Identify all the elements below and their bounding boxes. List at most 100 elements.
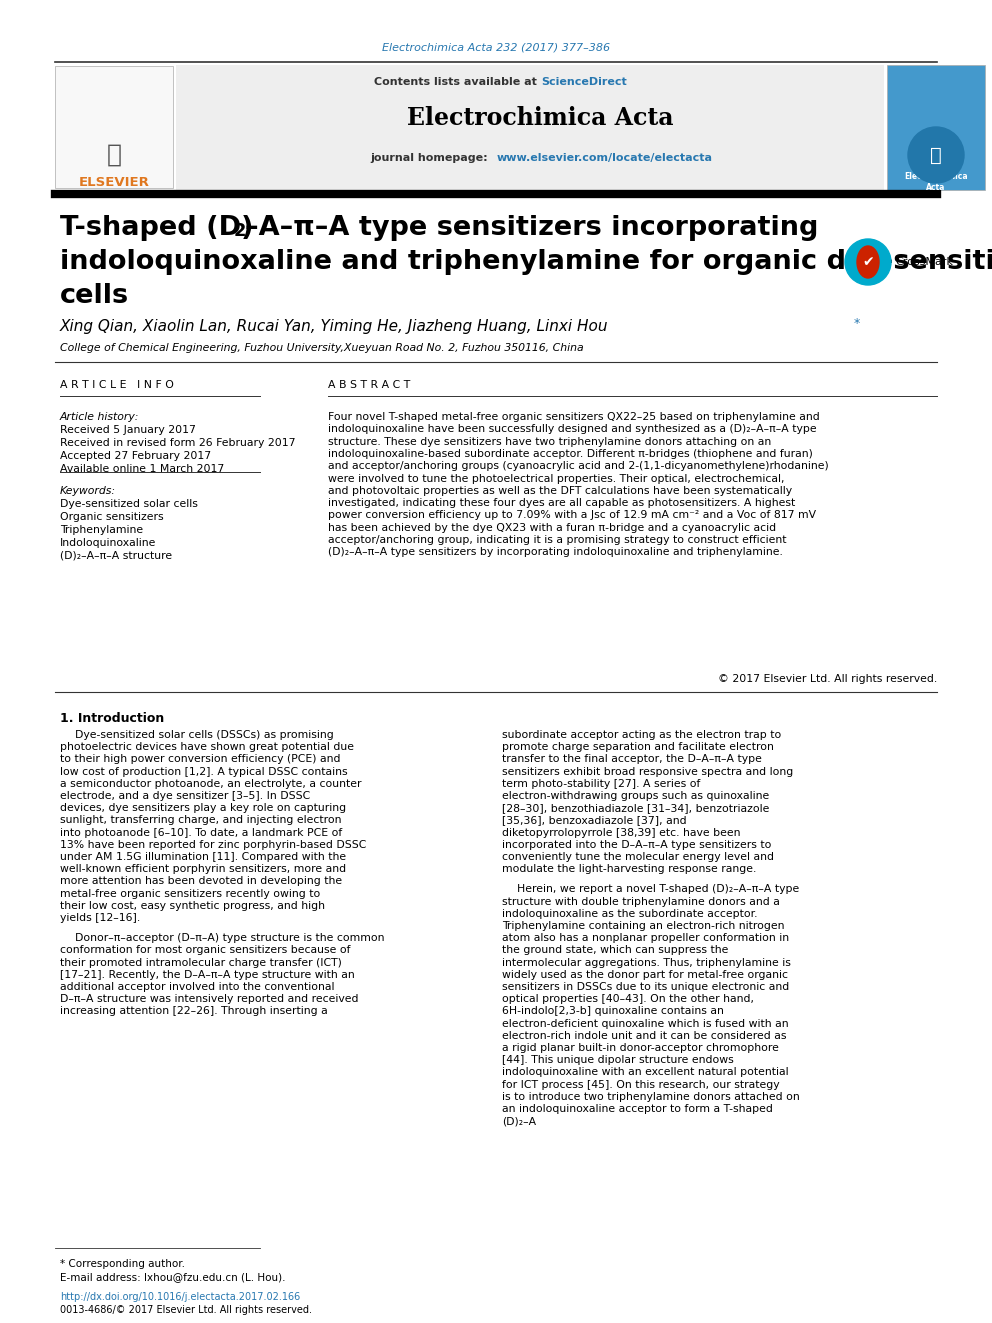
Text: [44]. This unique dipolar structure endows: [44]. This unique dipolar structure endo… (502, 1056, 734, 1065)
Text: [28–30], benzothiadiazole [31–34], benzotriazole: [28–30], benzothiadiazole [31–34], benzo… (502, 803, 770, 814)
Text: under AM 1.5G illumination [11]. Compared with the: under AM 1.5G illumination [11]. Compare… (60, 852, 346, 863)
Text: indoloquinoxaline and triphenylamine for organic dye-sensitized solar: indoloquinoxaline and triphenylamine for… (60, 249, 992, 275)
Text: Electrochimica Acta 232 (2017) 377–386: Electrochimica Acta 232 (2017) 377–386 (382, 44, 610, 53)
Text: Accepted 27 February 2017: Accepted 27 February 2017 (60, 451, 211, 460)
Text: ScienceDirect: ScienceDirect (541, 77, 627, 87)
Text: http://dx.doi.org/10.1016/j.electacta.2017.02.166: http://dx.doi.org/10.1016/j.electacta.20… (60, 1293, 301, 1302)
Text: 6H-indolo[2,3-b] quinoxaline contains an: 6H-indolo[2,3-b] quinoxaline contains an (502, 1007, 724, 1016)
Text: a semiconductor photoanode, an electrolyte, a counter: a semiconductor photoanode, an electroly… (60, 779, 361, 789)
Text: A R T I C L E   I N F O: A R T I C L E I N F O (60, 380, 174, 390)
Text: Xing Qian, Xiaolin Lan, Rucai Yan, Yiming He, Jiazheng Huang, Linxi Hou: Xing Qian, Xiaolin Lan, Rucai Yan, Yimin… (60, 319, 608, 333)
Text: sensitizers exhibit broad responsive spectra and long: sensitizers exhibit broad responsive spe… (502, 766, 794, 777)
Text: yields [12–16].: yields [12–16]. (60, 913, 140, 923)
Bar (176, 65, 884, 191)
Text: optical properties [40–43]. On the other hand,: optical properties [40–43]. On the other… (502, 994, 754, 1004)
Text: www.elsevier.com/locate/electacta: www.elsevier.com/locate/electacta (497, 153, 713, 163)
Text: acceptor/anchoring group, indicating it is a promising strategy to construct eff: acceptor/anchoring group, indicating it … (328, 534, 787, 545)
Text: indoloquinoxaline as the subordinate acceptor.: indoloquinoxaline as the subordinate acc… (502, 909, 758, 918)
Text: * Corresponding author.: * Corresponding author. (60, 1259, 185, 1269)
Text: the ground state, which can suppress the: the ground state, which can suppress the (502, 946, 728, 955)
Text: electron-rich indole unit and it can be considered as: electron-rich indole unit and it can be … (502, 1031, 787, 1041)
Text: 🌳: 🌳 (106, 143, 121, 167)
Text: photoelectric devices have shown great potential due: photoelectric devices have shown great p… (60, 742, 354, 753)
Circle shape (908, 127, 964, 183)
Text: to their high power conversion efficiency (PCE) and: to their high power conversion efficienc… (60, 754, 340, 765)
Text: modulate the light-harvesting response range.: modulate the light-harvesting response r… (502, 864, 756, 875)
Text: widely used as the donor part for metal-free organic: widely used as the donor part for metal-… (502, 970, 788, 980)
Text: Available online 1 March 2017: Available online 1 March 2017 (60, 464, 224, 474)
Text: –A–π–A type sensitizers incorporating: –A–π–A type sensitizers incorporating (245, 216, 818, 241)
Text: low cost of production [1,2]. A typical DSSC contains: low cost of production [1,2]. A typical … (60, 766, 347, 777)
Text: ✔: ✔ (862, 255, 874, 269)
Text: sunlight, transferring charge, and injecting electron: sunlight, transferring charge, and injec… (60, 815, 341, 826)
Text: 2: 2 (234, 222, 246, 239)
Bar (55, 66, 173, 188)
Text: additional acceptor involved into the conventional: additional acceptor involved into the co… (60, 982, 334, 992)
Text: and photovoltaic properties as well as the DFT calculations have been systematic: and photovoltaic properties as well as t… (328, 486, 793, 496)
Text: Electrochimica Acta: Electrochimica Acta (407, 106, 674, 130)
Text: Herein, we report a novel T-shaped (D)₂–A–π–A type: Herein, we report a novel T-shaped (D)₂–… (517, 884, 800, 894)
Text: cells: cells (60, 283, 129, 310)
Text: College of Chemical Engineering, Fuzhou University,Xueyuan Road No. 2, Fuzhou 35: College of Chemical Engineering, Fuzhou … (60, 343, 583, 353)
Text: an indoloquinoxaline acceptor to form a T-shaped: an indoloquinoxaline acceptor to form a … (502, 1103, 773, 1114)
Text: 1. Introduction: 1. Introduction (60, 712, 165, 725)
Text: power conversion efficiency up to 7.09% with a Jsc of 12.9 mA cm⁻² and a Voc of : power conversion efficiency up to 7.09% … (328, 511, 816, 520)
Text: Four novel T-shaped metal-free organic sensitizers QX22–25 based on triphenylami: Four novel T-shaped metal-free organic s… (328, 411, 819, 422)
Text: © 2017 Elsevier Ltd. All rights reserved.: © 2017 Elsevier Ltd. All rights reserved… (718, 673, 937, 684)
Text: Keywords:: Keywords: (60, 486, 116, 496)
Text: A B S T R A C T: A B S T R A C T (328, 380, 411, 390)
Text: indoloquinoxaline have been successfully designed and synthesized as a (D)₂–A–π–: indoloquinoxaline have been successfully… (328, 425, 816, 434)
Text: Article history:: Article history: (60, 411, 139, 422)
Circle shape (845, 239, 891, 284)
Text: intermolecular aggregations. Thus, triphenylamine is: intermolecular aggregations. Thus, triph… (502, 958, 791, 967)
Text: Triphenylamine: Triphenylamine (60, 525, 143, 534)
Text: for ICT process [45]. On this research, our strategy: for ICT process [45]. On this research, … (502, 1080, 780, 1090)
Text: *: * (854, 316, 860, 329)
Text: journal homepage:: journal homepage: (370, 153, 491, 163)
Text: conformation for most organic sensitizers because of: conformation for most organic sensitizer… (60, 946, 350, 955)
Text: structure with double triphenylamine donors and a: structure with double triphenylamine don… (502, 897, 780, 906)
Text: Received in revised form 26 February 2017: Received in revised form 26 February 201… (60, 438, 296, 448)
Text: Received 5 January 2017: Received 5 January 2017 (60, 425, 195, 435)
Text: (D)₂–A–π–A structure: (D)₂–A–π–A structure (60, 550, 173, 561)
Text: Donor–π–acceptor (D–π–A) type structure is the common: Donor–π–acceptor (D–π–A) type structure … (75, 933, 385, 943)
Bar (887, 65, 985, 191)
Text: were involved to tune the photoelectrical properties. Their optical, electrochem: were involved to tune the photoelectrica… (328, 474, 785, 483)
Text: (D)₂–A: (D)₂–A (502, 1117, 536, 1126)
Text: into photoanode [6–10]. To date, a landmark PCE of: into photoanode [6–10]. To date, a landm… (60, 828, 342, 837)
Text: has been achieved by the dye QX23 with a furan π-bridge and a cyanoacrylic acid: has been achieved by the dye QX23 with a… (328, 523, 776, 533)
Text: [17–21]. Recently, the D–A–π–A type structure with an: [17–21]. Recently, the D–A–π–A type stru… (60, 970, 355, 980)
Text: E-mail address: lxhou@fzu.edu.cn (L. Hou).: E-mail address: lxhou@fzu.edu.cn (L. Hou… (60, 1271, 286, 1282)
Text: well-known efficient porphyrin sensitizers, more and: well-known efficient porphyrin sensitize… (60, 864, 346, 875)
Text: increasing attention [22–26]. Through inserting a: increasing attention [22–26]. Through in… (60, 1007, 327, 1016)
Text: subordinate acceptor acting as the electron trap to: subordinate acceptor acting as the elect… (502, 730, 782, 740)
Text: (D)₂–A–π–A type sensitizers by incorporating indoloquinoxaline and triphenylamin: (D)₂–A–π–A type sensitizers by incorpora… (328, 548, 783, 557)
Text: CrossMark: CrossMark (895, 257, 953, 267)
Text: incorporated into the D–A–π–A type sensitizers to: incorporated into the D–A–π–A type sensi… (502, 840, 772, 849)
Text: Electrochimica
Acta: Electrochimica Acta (904, 172, 968, 192)
Text: D–π–A structure was intensively reported and received: D–π–A structure was intensively reported… (60, 994, 358, 1004)
Text: Dye-sensitized solar cells: Dye-sensitized solar cells (60, 499, 197, 509)
Text: electrode, and a dye sensitizer [3–5]. In DSSC: electrode, and a dye sensitizer [3–5]. I… (60, 791, 310, 800)
Text: more attention has been devoted in developing the: more attention has been devoted in devel… (60, 876, 342, 886)
Text: is to introduce two triphenylamine donors attached on: is to introduce two triphenylamine donor… (502, 1091, 800, 1102)
Text: Organic sensitizers: Organic sensitizers (60, 512, 164, 523)
Text: [35,36], benzoxadiazole [37], and: [35,36], benzoxadiazole [37], and (502, 815, 686, 826)
Text: electron-withdrawing groups such as quinoxaline: electron-withdrawing groups such as quin… (502, 791, 769, 800)
Text: Contents lists available at: Contents lists available at (374, 77, 541, 87)
Text: metal-free organic sensitizers recently owing to: metal-free organic sensitizers recently … (60, 889, 320, 898)
Text: ELSEVIER: ELSEVIER (78, 176, 150, 188)
Text: 13% have been reported for zinc porphyrin-based DSSC: 13% have been reported for zinc porphyri… (60, 840, 366, 849)
Text: conveniently tune the molecular energy level and: conveniently tune the molecular energy l… (502, 852, 774, 863)
Text: indoloquinoxaline-based subordinate acceptor. Different π-bridges (thiophene and: indoloquinoxaline-based subordinate acce… (328, 448, 812, 459)
Text: structure. These dye sensitizers have two triphenylamine donors attaching on an: structure. These dye sensitizers have tw… (328, 437, 771, 447)
Text: promote charge separation and facilitate electron: promote charge separation and facilitate… (502, 742, 774, 753)
Text: their low cost, easy synthetic progress, and high: their low cost, easy synthetic progress,… (60, 901, 325, 910)
Text: T-shaped (D): T-shaped (D) (60, 216, 254, 241)
Text: term photo-stability [27]. A series of: term photo-stability [27]. A series of (502, 779, 700, 789)
Text: their promoted intramolecular charge transfer (ICT): their promoted intramolecular charge tra… (60, 958, 342, 967)
Text: Indoloquinoxaline: Indoloquinoxaline (60, 538, 157, 548)
Ellipse shape (857, 246, 879, 278)
Text: a rigid planar built-in donor-acceptor chromophore: a rigid planar built-in donor-acceptor c… (502, 1043, 779, 1053)
Text: devices, dye sensitizers play a key role on capturing: devices, dye sensitizers play a key role… (60, 803, 346, 814)
